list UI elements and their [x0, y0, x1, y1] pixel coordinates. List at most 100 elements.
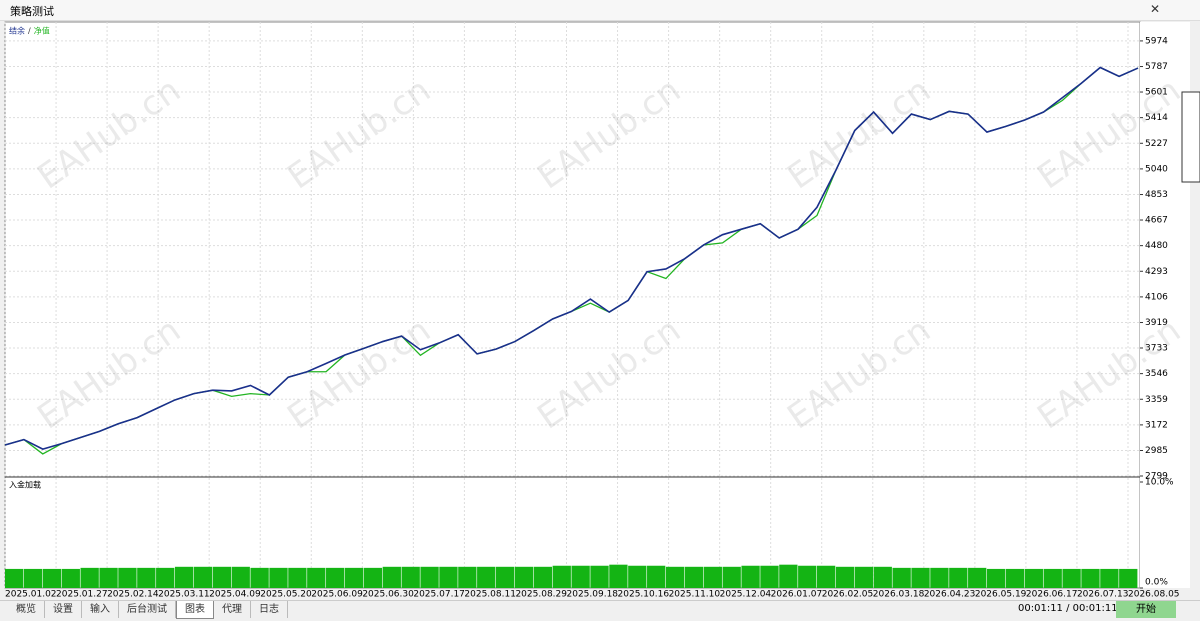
y-tick-label: 5601	[1145, 88, 1168, 98]
load-bar	[873, 566, 892, 588]
tab[interactable]: 代理	[214, 601, 251, 618]
x-tick-label: 2025.11.10	[669, 590, 721, 600]
load-bar	[23, 568, 43, 588]
y-tick-label: 3733	[1145, 344, 1168, 354]
load-bar	[231, 566, 250, 588]
x-tick-label: 2025.01.27	[56, 590, 108, 600]
load-bar	[80, 567, 99, 588]
load-bar	[533, 566, 553, 588]
x-tick-label: 2026.05.19	[975, 590, 1027, 600]
x-tick-label: 2026.03.18	[873, 590, 925, 600]
load-bar	[269, 567, 288, 588]
y-tick-label: 5414	[1145, 113, 1168, 123]
load-bar	[514, 566, 534, 588]
close-button[interactable]: ✕	[1150, 2, 1161, 16]
chart: 2025.01.02 2025.01.27 2025.02.14 2025.03.11…	[4, 21, 1200, 600]
load-bar	[174, 566, 194, 588]
load-bar	[722, 566, 741, 588]
y-tick-label: 2799	[1145, 472, 1168, 482]
tab[interactable]: 输入	[82, 601, 119, 618]
load-bar	[288, 567, 307, 588]
x-tick-label: 2026.01.07	[771, 590, 823, 600]
load-bar	[1005, 568, 1025, 588]
x-tick-label: 2025.09.18	[567, 590, 619, 600]
load-bar	[250, 567, 269, 588]
x-tick-label: 2025.06.09	[311, 590, 363, 600]
load-bar	[590, 565, 609, 588]
x-tick-label: 2025.12.04	[720, 590, 772, 600]
load-bar	[986, 568, 1006, 588]
x-tick-label: 2026.08.05	[1128, 590, 1180, 600]
legend-entry: /	[28, 27, 31, 36]
load-bar	[99, 567, 118, 588]
x-tick-label: 2025.07.17	[413, 590, 465, 600]
load-bar	[42, 568, 62, 588]
x-tick-label: 2025.03.11	[158, 590, 210, 600]
title-bar: 策略测试 ✕	[0, 0, 1200, 21]
load-bar	[1081, 568, 1100, 588]
legend-entry: 结余	[9, 26, 25, 36]
load-bar	[609, 564, 628, 588]
load-bar	[1024, 568, 1043, 588]
load-bar	[420, 566, 439, 588]
load-bar	[571, 565, 590, 588]
x-tick-label: 2026.02.05	[822, 590, 874, 600]
load-bar	[968, 567, 987, 588]
legend-entry: 净值	[34, 26, 50, 36]
load-bar	[835, 566, 855, 588]
y-tick-label: 3359	[1145, 395, 1168, 405]
load-bar	[137, 567, 156, 588]
tab[interactable]: 图表	[176, 601, 214, 619]
side-fragment	[1181, 91, 1200, 183]
load-bar	[495, 566, 515, 588]
load-bar	[212, 566, 231, 588]
load-bar	[326, 567, 345, 588]
x-tick-label: 2026.04.23	[924, 590, 976, 600]
y-tick-label: 4480	[1145, 241, 1168, 251]
x-tick-label: 2025.04.09	[209, 590, 261, 600]
load-bar	[647, 565, 666, 588]
load-bar	[628, 565, 647, 588]
load-bar	[401, 566, 420, 588]
load-bar	[892, 567, 911, 588]
y-tick-label: 2985	[1145, 446, 1168, 456]
series-line	[4, 66, 1139, 450]
load-bar	[684, 566, 704, 588]
load-bar	[1043, 568, 1062, 588]
load-bar	[816, 565, 836, 588]
load-bar	[930, 567, 949, 588]
load-bar	[1100, 568, 1119, 588]
y-tick-label: 4853	[1145, 190, 1168, 200]
y-tick-label: 5227	[1145, 139, 1168, 149]
panel-title: 入金加载	[9, 480, 41, 490]
y-tick-label: 3919	[1145, 318, 1168, 328]
load-bar	[741, 565, 760, 588]
load-bar	[1119, 568, 1138, 588]
load-bar	[307, 567, 326, 588]
load-bar	[477, 566, 496, 588]
load-bar	[911, 567, 930, 588]
tab[interactable]: 概览	[8, 601, 45, 618]
x-tick-label: 2026.07.13	[1077, 590, 1129, 600]
load-bar	[779, 564, 798, 588]
x-tick-label: 2025.08.11	[464, 590, 516, 600]
tab[interactable]: 设置	[45, 601, 82, 618]
start-button[interactable]: 开始	[1116, 601, 1176, 618]
load-bar	[458, 566, 477, 588]
tab-bar: 概览 设置 输入 后台测试 图表 代理 日志	[0, 600, 1200, 621]
tab[interactable]: 后台测试	[119, 601, 176, 618]
load-bar	[363, 567, 383, 588]
y-tick-label: 4293	[1145, 267, 1168, 277]
y-tick-label: 3172	[1145, 420, 1168, 430]
load-bar	[5, 568, 24, 588]
x-tick-label: 2025.08.29	[515, 590, 567, 600]
load-bar	[949, 567, 968, 588]
tab[interactable]: 日志	[251, 601, 288, 618]
x-tick-label: 2025.02.14	[107, 590, 159, 600]
load-bar	[854, 566, 874, 588]
load-bar	[798, 565, 817, 588]
y-tick-label: 5787	[1145, 62, 1168, 72]
load-bar	[703, 566, 722, 588]
y-tick-label: 3546	[1145, 369, 1168, 379]
